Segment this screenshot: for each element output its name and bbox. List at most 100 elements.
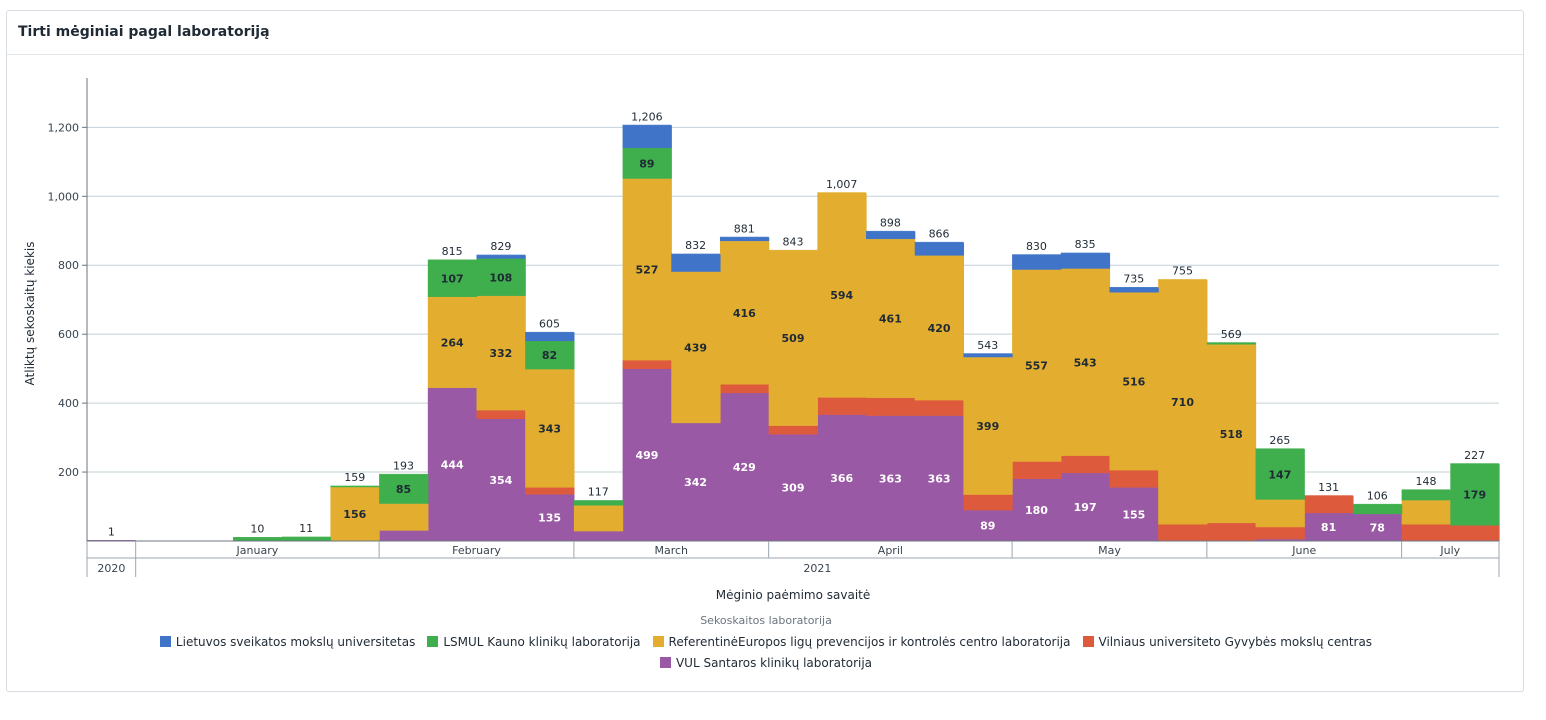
segment-value-label: 439: [684, 341, 707, 354]
legend-item[interactable]: Lietuvos sveikatos mokslų universitetas: [159, 633, 415, 652]
y-tick-label: 1,000: [48, 190, 80, 203]
bar-segment: [1304, 495, 1354, 514]
bar-segment: [622, 360, 672, 369]
segment-value-label: 499: [635, 449, 658, 462]
segment-value-label: 557: [1025, 360, 1048, 373]
total-label: 569: [1221, 328, 1242, 341]
bar-segment: [963, 510, 1013, 541]
segment-value-label: 264: [441, 336, 464, 349]
bar-segment: [719, 393, 770, 541]
bar-segment: [914, 242, 965, 256]
bar-segment: [1255, 499, 1305, 528]
bar-segment: [525, 487, 575, 495]
total-label: 755: [1172, 265, 1193, 278]
panel-title: Tirti mėginiai pagal laboratoriją: [7, 11, 1523, 55]
bar-segment: [573, 500, 624, 506]
bar-segment: [1012, 461, 1062, 479]
month-label: March: [655, 544, 689, 557]
bar-segment: [1012, 254, 1062, 270]
segment-value-label: 543: [1074, 356, 1097, 369]
bar-segment: [768, 425, 818, 435]
total-label: 843: [783, 235, 804, 248]
bar-segment: [476, 258, 526, 296]
total-label: 11: [299, 522, 313, 535]
total-label: 832: [685, 239, 706, 252]
bar-segment: [573, 505, 624, 532]
bar-segment: [1109, 287, 1159, 293]
legend-label: ReferentinėEuropos ligų prevencijos ir k…: [668, 635, 1071, 649]
legend-item[interactable]: ReferentinėEuropos ligų prevencijos ir k…: [652, 633, 1071, 652]
segment-value-label: 78: [1370, 522, 1385, 535]
segment-value-label: 147: [1268, 468, 1291, 481]
bar-segment: [1109, 292, 1159, 471]
bar-segment: [1450, 525, 1500, 541]
bar-segment: [914, 415, 965, 541]
bar-segment: [671, 423, 721, 541]
total-label: 193: [393, 459, 414, 472]
bar-segment: [476, 295, 526, 411]
month-label: February: [452, 544, 501, 557]
bar-segment: [1012, 269, 1062, 462]
legend-item[interactable]: VUL Santaros klinikų laboratorija: [659, 654, 873, 673]
month-label: April: [878, 544, 903, 557]
segment-value-label: 363: [928, 472, 951, 485]
total-label: 866: [929, 227, 950, 240]
bar-segment: [1450, 463, 1500, 526]
bar-segment: [866, 415, 916, 541]
bar-segment: [622, 368, 672, 541]
bar-segment: [476, 255, 526, 259]
total-label: 106: [1367, 489, 1388, 502]
bar-segment: [233, 537, 283, 541]
bar-segment: [963, 353, 1013, 358]
bar-segment: [914, 400, 965, 416]
segment-value-label: 179: [1463, 489, 1486, 502]
segment-value-label: 420: [928, 322, 951, 335]
segment-value-label: 107: [441, 273, 464, 286]
segment-value-label: 180: [1025, 504, 1048, 517]
y-tick-label: 800: [58, 259, 79, 272]
bar-segment: [1060, 253, 1111, 269]
bar-segment: [427, 260, 478, 297]
segment-value-label: 156: [343, 508, 366, 521]
bar-segment: [1060, 473, 1111, 541]
bar-segment: [1012, 478, 1062, 541]
bar-segment: [427, 387, 478, 541]
segment-value-label: 309: [782, 482, 805, 495]
total-label: 131: [1318, 481, 1339, 494]
bar-segment: [866, 239, 916, 398]
y-tick-label: 400: [58, 397, 79, 410]
total-label: 543: [977, 339, 998, 352]
bar-segment: [1352, 514, 1403, 541]
legend-swatch: [659, 657, 671, 668]
month-label: January: [236, 544, 279, 557]
segment-value-label: 461: [879, 312, 902, 325]
bar-segment: [1401, 489, 1451, 501]
legend-item[interactable]: Vilniaus universiteto Gyvybės mokslų cen…: [1082, 633, 1372, 652]
total-label: 830: [1026, 240, 1047, 253]
legend: Sekoskaitos laboratorija Lietuvos sveika…: [7, 614, 1525, 673]
bar-segment: [1206, 523, 1257, 541]
bar-segment: [719, 384, 770, 394]
bar-segment: [330, 487, 380, 541]
total-label: 835: [1075, 238, 1096, 251]
y-tick-label: 1,200: [48, 121, 80, 134]
bar-segment: [817, 414, 867, 541]
segment-value-label: 89: [639, 157, 654, 170]
legend-label: VUL Santaros klinikų laboratorija: [675, 656, 873, 670]
y-tick-label: 600: [58, 328, 79, 341]
total-label: 1,206: [631, 110, 663, 123]
bar-segment: [379, 530, 429, 541]
legend-swatch: [1082, 636, 1094, 647]
bar-segment: [817, 397, 867, 415]
bar-segment: [963, 357, 1013, 495]
segment-value-label: 85: [396, 483, 411, 496]
bar-segment: [1060, 455, 1111, 474]
bar-segment: [671, 271, 721, 424]
segment-value-label: 89: [980, 520, 995, 533]
legend-item[interactable]: LSMUL Kauno klinikų laboratorija: [427, 633, 641, 652]
segment-value-label: 518: [1220, 428, 1243, 441]
bar-segment: [525, 494, 575, 541]
total-label: 829: [490, 240, 511, 253]
total-label: 881: [734, 222, 755, 235]
segment-value-label: 354: [489, 474, 512, 487]
